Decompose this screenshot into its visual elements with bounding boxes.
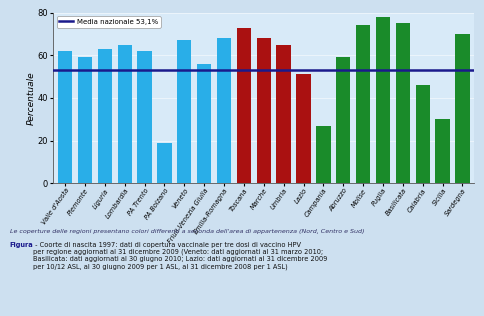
Bar — [376, 17, 390, 183]
Bar — [316, 126, 331, 183]
Bar — [197, 64, 212, 183]
Bar — [455, 34, 469, 183]
Bar — [137, 51, 152, 183]
Bar — [177, 40, 192, 183]
Text: - Coorte di nascita 1997: dati di copertura vaccinale per tre dosi di vaccino HP: - Coorte di nascita 1997: dati di copert… — [33, 242, 327, 270]
Bar — [336, 58, 350, 183]
Y-axis label: Percentuale: Percentuale — [27, 71, 36, 125]
Bar — [416, 85, 430, 183]
Bar — [78, 58, 92, 183]
Bar — [58, 51, 72, 183]
Text: Figura: Figura — [10, 242, 33, 248]
Bar — [98, 49, 112, 183]
Bar — [395, 23, 410, 183]
Bar — [356, 26, 370, 183]
Bar — [296, 75, 311, 183]
Bar — [257, 38, 271, 183]
Bar — [237, 27, 251, 183]
Bar — [436, 119, 450, 183]
Bar — [157, 143, 172, 183]
Bar — [217, 38, 231, 183]
Text: Le coperture delle regioni presentano colori differenti a seconda dell'area di a: Le coperture delle regioni presentano co… — [10, 229, 364, 234]
Legend: Media nazionale 53,1%: Media nazionale 53,1% — [57, 16, 161, 28]
Bar — [276, 45, 291, 183]
Bar — [118, 45, 132, 183]
